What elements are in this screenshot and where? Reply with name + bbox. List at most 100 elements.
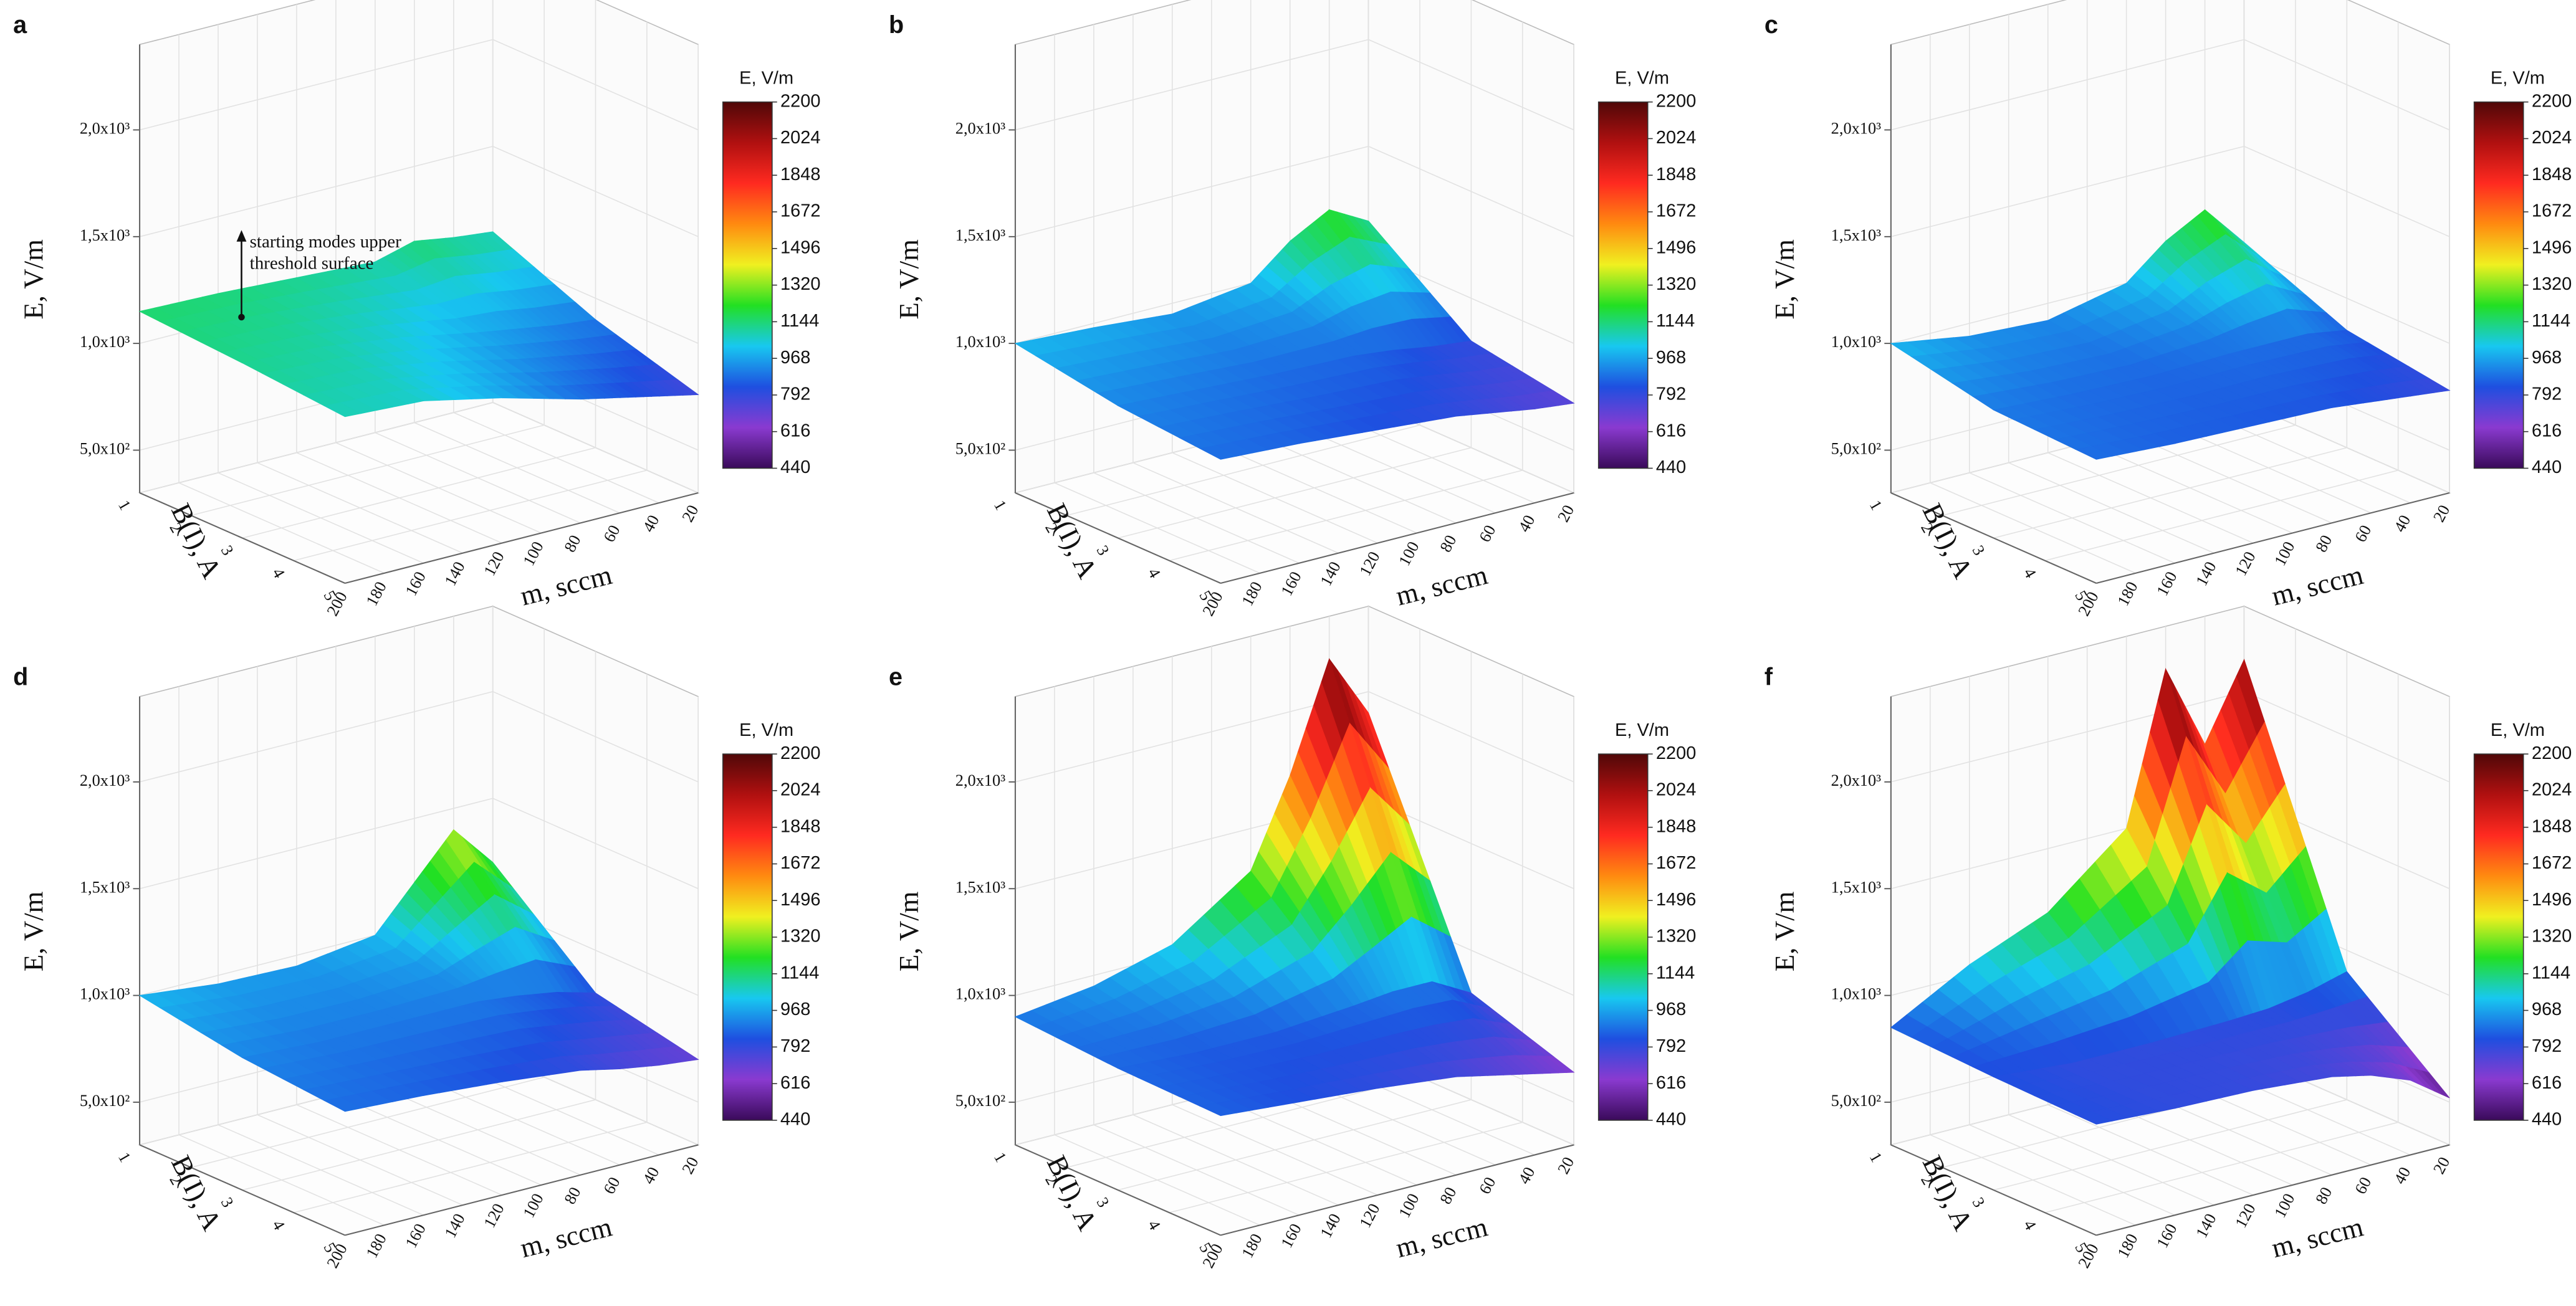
- grid-line: [492, 798, 699, 889]
- colorbar: [1597, 753, 1649, 1121]
- x-tick-label: 40: [639, 1164, 663, 1187]
- surface-patch: [2074, 446, 2114, 460]
- y-tick-label: 1: [115, 1149, 135, 1165]
- x-tick-label: 160: [402, 1221, 429, 1251]
- y-tick-label: 1: [1866, 1149, 1886, 1165]
- grid-line: [2244, 146, 2450, 237]
- colorbar: [2473, 753, 2524, 1121]
- colorbar-tick-label: 1144: [2532, 963, 2570, 983]
- x-tick-label: 160: [1278, 1221, 1305, 1251]
- grid-line: [1368, 691, 1574, 783]
- grid-line: [1890, 146, 2244, 237]
- grid-line: [1118, 447, 1472, 539]
- z-axis-label: E, V/m: [1769, 891, 1800, 971]
- colorbar-tick-label: 440: [1656, 1110, 1686, 1130]
- axis-line: [345, 1144, 699, 1236]
- z-tick-label: 5,0x10²: [955, 440, 1005, 458]
- x-tick-label: 40: [2390, 1164, 2414, 1187]
- z-tick-label: 5,0x10²: [1831, 1092, 1881, 1110]
- grid-line: [2244, 691, 2450, 783]
- colorbar-tick-label: 1496: [780, 237, 820, 257]
- y-tick-label: 4: [269, 565, 289, 581]
- grid-line: [2244, 252, 2450, 344]
- axis-line: [1890, 492, 2097, 584]
- colorbar-tick-label: 1848: [1656, 816, 1696, 836]
- z-axis-label: E, V/m: [893, 239, 924, 320]
- colorbar-tick-label: 1496: [2532, 237, 2572, 257]
- colorbar-tick-label: 616: [2532, 1073, 2562, 1093]
- grid-line: [492, 146, 699, 237]
- colorbar-tick-label: 440: [2532, 457, 2562, 477]
- panel-label: d: [13, 663, 28, 690]
- colorbar-tick-label: 2024: [2532, 128, 2572, 148]
- x-tick-label: 20: [679, 1154, 702, 1177]
- z-tick-label: 2,0x10³: [1831, 120, 1881, 138]
- colorbar: [1597, 101, 1649, 469]
- colorbar-tick-label: 968: [1656, 348, 1686, 368]
- colorbar-tick-label: 1672: [1656, 201, 1696, 221]
- colorbar-tick-label: 1848: [780, 164, 820, 184]
- z-tick-label: 1,0x10³: [955, 985, 1005, 1003]
- axis-line: [1015, 492, 1221, 584]
- x-tick-label: 180: [2114, 579, 2142, 609]
- y-tick-label: 1: [990, 497, 1010, 513]
- grid-line: [139, 402, 493, 493]
- x-tick-label: 40: [639, 512, 663, 535]
- x-tick-label: 140: [2192, 559, 2219, 589]
- z-tick-label: 1,5x10³: [1831, 878, 1881, 896]
- x-tick-label: 60: [2351, 1174, 2375, 1197]
- grid-line: [242, 447, 596, 539]
- colorbar-tick-label: 1320: [1656, 927, 1696, 946]
- colorbar-tick-label: 1144: [1656, 963, 1695, 983]
- colorbar-tick-label: 1672: [2532, 201, 2572, 221]
- panel: 200 180 160 140 120 100 80 60 40 20123455,0x10²1,…: [889, 605, 1696, 1271]
- grid-line: [1118, 1099, 1472, 1191]
- colorbar-tick-label: 616: [1656, 421, 1686, 441]
- grid-line: [293, 1122, 648, 1213]
- z-tick-label: 1,5x10³: [1831, 226, 1881, 244]
- z-tick-label: 2,0x10³: [955, 120, 1005, 138]
- x-tick-label: 20: [1554, 1154, 1578, 1177]
- x-tick-label: 60: [600, 1174, 624, 1197]
- colorbar-tick-label: 440: [1656, 457, 1686, 477]
- x-tick-label: 100: [520, 538, 547, 569]
- z-tick-label: 1,0x10³: [1831, 333, 1881, 351]
- z-axis-label: E, V/m: [893, 891, 924, 971]
- axis-line: [1220, 492, 1574, 584]
- x-tick-label: 20: [679, 502, 702, 525]
- colorbar-tick-label: 440: [2532, 1110, 2562, 1130]
- grid-line: [1368, 146, 1574, 237]
- grid-line: [1015, 39, 1369, 131]
- colorbar-tick-label: 1320: [2532, 274, 2572, 294]
- x-tick-label: 140: [1317, 1211, 1344, 1241]
- x-tick-label: 20: [2430, 502, 2453, 525]
- colorbar-tick-label: 616: [780, 421, 810, 441]
- surface-patch: [2074, 1111, 2114, 1125]
- grid-line: [2044, 469, 2398, 561]
- y-tick-label: 1: [1866, 497, 1886, 513]
- grid-line: [1015, 691, 1369, 783]
- colorbar: [722, 753, 773, 1121]
- panel-label: e: [889, 663, 903, 690]
- grid-line: [1169, 469, 1523, 561]
- colorbar-label: E, V/m: [2491, 720, 2545, 740]
- z-tick-label: 1,0x10³: [1831, 985, 1881, 1003]
- x-tick-label: 80: [2312, 532, 2335, 555]
- z-axis-label: E, V/m: [17, 891, 49, 971]
- colorbar-tick-label: 1672: [2532, 853, 2572, 873]
- grid-line: [139, 798, 493, 890]
- z-tick-label: 1,0x10³: [80, 333, 130, 351]
- colorbar-tick-label: 1848: [780, 816, 820, 836]
- colorbar-tick-label: 792: [2532, 1036, 2562, 1056]
- x-tick-label: 100: [1395, 538, 1422, 569]
- x-tick-label: 140: [1317, 559, 1344, 589]
- grid-line: [1993, 447, 2347, 539]
- x-tick-label: 180: [1238, 1231, 1266, 1261]
- y-tick-label: 1: [990, 1149, 1010, 1165]
- grid-line: [139, 691, 493, 783]
- x-tick-label: 140: [441, 559, 469, 589]
- z-tick-label: 5,0x10²: [955, 1092, 1005, 1110]
- axis-line: [2096, 492, 2450, 584]
- x-tick-label: 60: [600, 522, 624, 545]
